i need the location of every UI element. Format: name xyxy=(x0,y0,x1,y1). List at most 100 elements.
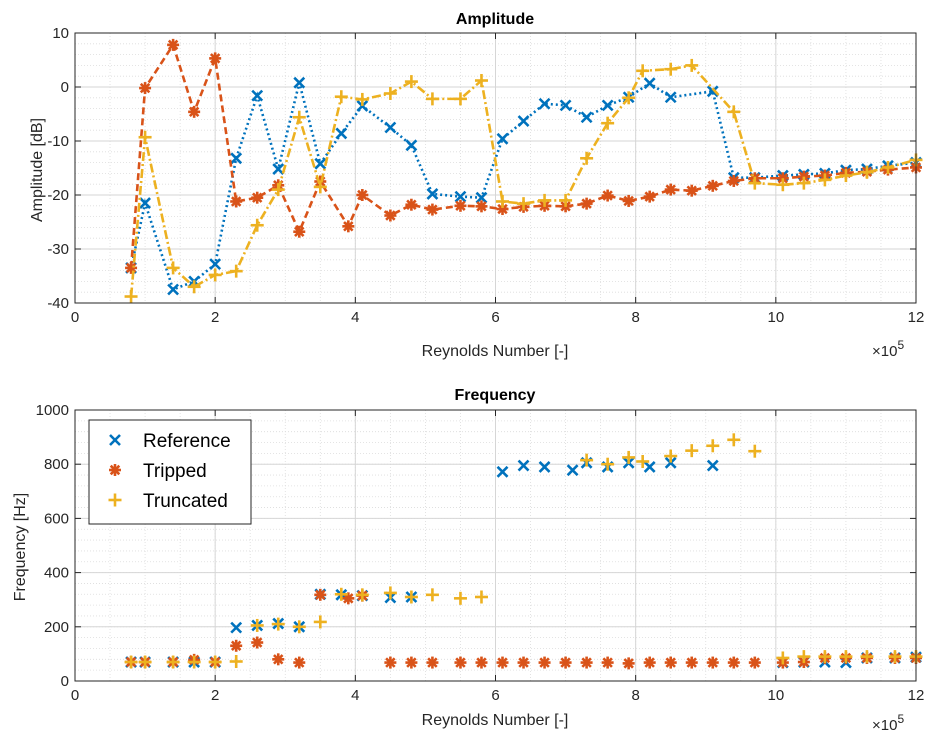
frequency-y-label: Frequency [Hz] xyxy=(12,493,29,601)
point-reference xyxy=(251,89,264,102)
point-truncated xyxy=(622,450,636,464)
point-truncated xyxy=(748,176,762,190)
frequency-title: Frequency xyxy=(455,387,536,404)
point-reference xyxy=(384,121,397,134)
point-reference xyxy=(454,190,467,203)
point-truncated xyxy=(138,130,152,144)
point-tripped xyxy=(559,656,572,669)
point-truncated xyxy=(425,92,439,106)
point-reference xyxy=(538,460,551,473)
point-reference xyxy=(664,456,677,469)
point-tripped xyxy=(405,198,418,211)
point-truncated xyxy=(313,180,327,194)
point-tripped xyxy=(454,656,467,669)
point-tripped xyxy=(230,639,243,652)
point-truncated xyxy=(685,444,699,458)
point-tripped xyxy=(384,656,397,669)
point-truncated xyxy=(229,654,243,668)
point-tripped xyxy=(251,636,264,649)
y-tick-label: -20 xyxy=(47,187,69,204)
amplitude-chart: 0 2 4 6 8 10 12 -40 -30 -20 -10 0 10 Amplitude Reyno… xyxy=(29,11,924,360)
point-tripped xyxy=(538,656,551,669)
point-truncated xyxy=(453,591,467,605)
point-truncated xyxy=(208,268,222,282)
point-reference xyxy=(517,459,530,472)
point-truncated xyxy=(187,655,201,669)
point-tripped xyxy=(384,209,397,222)
point-tripped xyxy=(314,588,327,601)
y-tick-label: 1000 xyxy=(36,402,69,419)
point-reference xyxy=(643,460,656,473)
point-tripped xyxy=(580,656,593,669)
point-tripped xyxy=(426,203,439,216)
point-truncated xyxy=(425,588,439,602)
point-reference xyxy=(643,77,656,90)
point-tripped xyxy=(188,105,201,118)
legend-marker-tripped xyxy=(109,464,121,476)
y-tick-label: 10 xyxy=(52,25,69,42)
point-tripped xyxy=(293,225,306,238)
point-tripped xyxy=(426,656,439,669)
x-tick-label: 6 xyxy=(491,309,499,326)
amplitude-y-label: Amplitude [dB] xyxy=(29,118,46,222)
y-tick-label: 400 xyxy=(44,565,69,582)
point-truncated xyxy=(601,457,615,471)
point-tripped xyxy=(475,200,488,213)
point-truncated xyxy=(797,650,811,664)
point-tripped xyxy=(454,199,467,212)
point-reference xyxy=(496,465,509,478)
legend-marker-truncated xyxy=(108,493,122,507)
point-truncated xyxy=(664,62,678,76)
point-truncated xyxy=(292,110,306,124)
x-tick-label: 4 xyxy=(351,309,359,326)
point-tripped xyxy=(496,656,509,669)
series-truncated xyxy=(124,58,923,304)
series-truncated xyxy=(124,433,923,669)
frequency-ticks: 0 2 4 6 8 10 12 0 200 400 600 800 1000 xyxy=(36,402,925,704)
point-tripped xyxy=(230,195,243,208)
point-reference xyxy=(293,76,306,89)
point-truncated xyxy=(271,183,285,197)
point-truncated xyxy=(601,116,615,130)
point-reference xyxy=(209,258,222,271)
point-reference xyxy=(230,152,243,165)
point-truncated xyxy=(334,90,348,104)
x-tick-label: 0 xyxy=(71,309,79,326)
point-truncated xyxy=(138,655,152,669)
point-truncated xyxy=(818,650,832,664)
point-truncated xyxy=(474,590,488,604)
point-reference xyxy=(230,621,243,634)
point-truncated xyxy=(727,433,741,447)
frequency-x-label: Reynolds Number [-] xyxy=(422,712,569,729)
point-truncated xyxy=(404,75,418,89)
point-reference xyxy=(559,99,572,112)
point-truncated xyxy=(860,650,874,664)
point-truncated xyxy=(881,160,895,174)
point-truncated xyxy=(839,169,853,183)
point-truncated xyxy=(124,655,138,669)
frequency-plot-area xyxy=(124,433,923,670)
point-truncated xyxy=(888,650,902,664)
point-tripped xyxy=(727,656,740,669)
point-truncated xyxy=(229,264,243,278)
amplitude-x-label: Reynolds Number [-] xyxy=(422,343,569,360)
x-tick-label: 0 xyxy=(71,687,79,704)
point-reference xyxy=(426,188,439,200)
point-truncated xyxy=(166,655,180,669)
point-reference xyxy=(517,115,530,127)
point-tripped xyxy=(727,174,740,187)
point-reference xyxy=(566,464,579,477)
y-tick-label: 0 xyxy=(61,673,69,690)
point-tripped xyxy=(139,82,152,95)
point-truncated xyxy=(453,92,467,106)
point-tripped xyxy=(685,184,698,197)
point-tripped xyxy=(748,656,761,669)
point-truncated xyxy=(776,651,790,665)
x-tick-label: 10 xyxy=(767,309,784,326)
point-tripped xyxy=(293,656,306,669)
point-tripped xyxy=(664,183,677,196)
point-tripped xyxy=(664,656,677,669)
point-reference xyxy=(405,139,418,152)
point-truncated xyxy=(580,151,594,165)
